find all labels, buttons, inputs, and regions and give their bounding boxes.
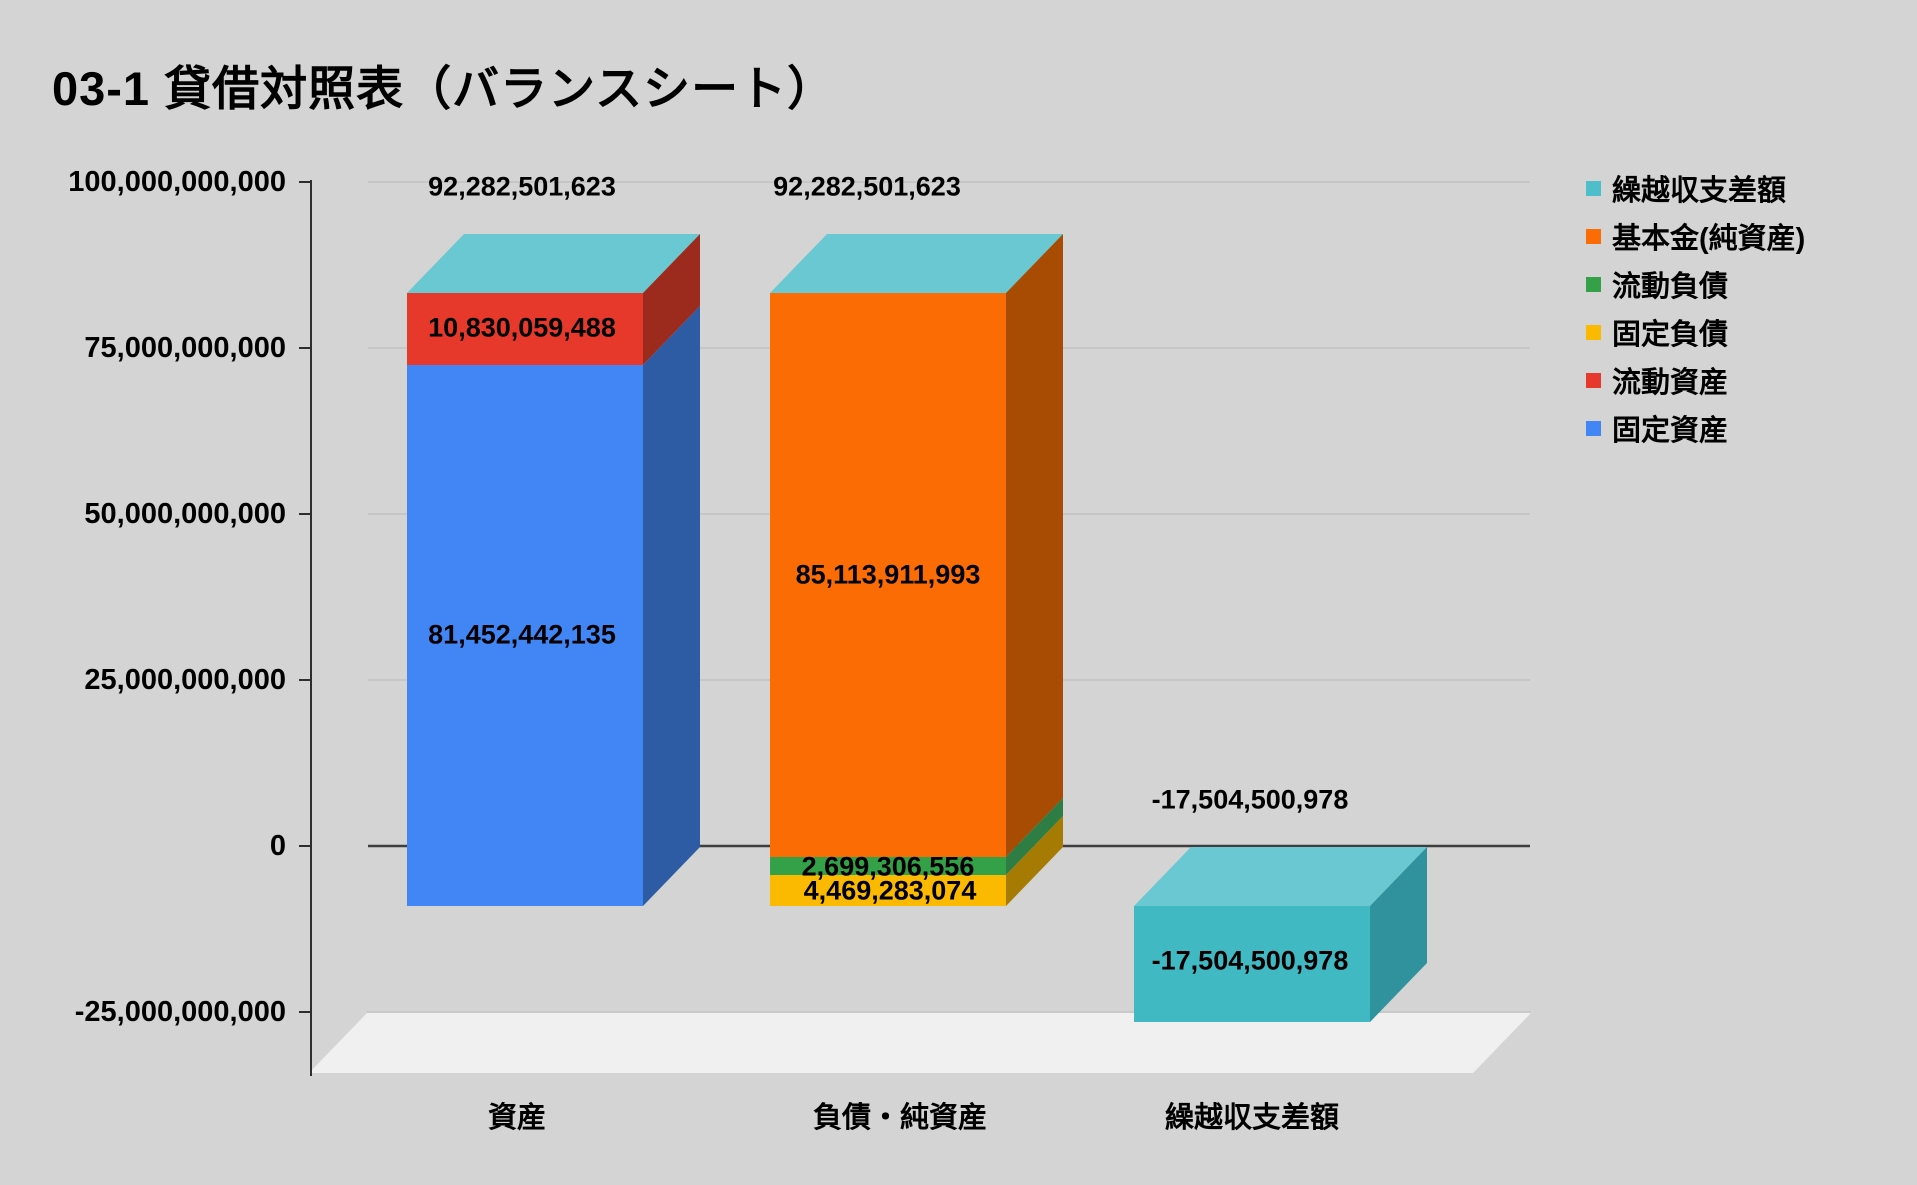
- y-axis-label-minus25b: -25,000,000,000: [74, 996, 286, 1028]
- chart-title: 03-1 貸借対照表（バランスシート）: [52, 62, 836, 115]
- total-label-carryover: -17,504,500,978: [1151, 784, 1349, 815]
- y-axis-label-75b: 75,000,000,000: [84, 332, 286, 364]
- y-axis-label-100b: 100,000,000,000: [68, 166, 286, 198]
- legend-item-basic-fund: 基本金(純資産): [1586, 212, 1805, 260]
- bar-segment-fixed-assets: [407, 365, 643, 906]
- bar-carryover-top-face: [1134, 847, 1427, 906]
- x-axis-label-liabilities: 負債・純資産: [812, 1102, 988, 1134]
- bar-segment-carryover: [1134, 906, 1370, 1022]
- chart-legend: 繰越収支差額 基本金(純資産) 流動負債 固定負債 流動資産 固定資産: [1586, 164, 1805, 452]
- legend-label: 固定資産: [1612, 415, 1729, 447]
- total-label-liabilities: 92,282,501,623: [773, 171, 961, 202]
- y-axis-label-25b: 25,000,000,000: [84, 664, 286, 696]
- value-label-carryover: -17,504,500,978: [1151, 945, 1349, 976]
- bar-carryover: [1134, 847, 1427, 1022]
- legend-swatch-blue: [1586, 420, 1601, 436]
- bar-assets-fixed-side-face: [643, 306, 700, 906]
- value-label-fixed-assets: 81,452,442,135: [428, 619, 616, 650]
- total-label-assets: 92,282,501,623: [428, 171, 616, 202]
- legend-swatch-red: [1586, 372, 1601, 388]
- bar-segment-current-liabilities: [770, 857, 1006, 875]
- bar-assets-top-face: [407, 234, 700, 293]
- bar-assets: [407, 234, 700, 906]
- legend-item-current-assets: 流動資産: [1586, 356, 1805, 404]
- bar-liabilities-current-side-face: [1006, 798, 1063, 875]
- legend-swatch-orange: [1586, 228, 1601, 244]
- bar-liabilities-fixed-side-face: [1006, 816, 1063, 906]
- bar-segment-current-assets: [407, 293, 643, 365]
- legend-swatch-yellow: [1586, 324, 1601, 340]
- legend-label: 固定負債: [1612, 319, 1729, 351]
- legend-label: 流動負債: [1612, 271, 1729, 303]
- bar-liabilities-basicfund-side-face: [1006, 234, 1063, 857]
- bar-assets-current-side-face: [643, 234, 700, 365]
- bar-liabilities-top-face: [770, 234, 1063, 293]
- value-label-fixed-liabilities: 4,469,283,074: [803, 875, 977, 906]
- bar-liabilities: [770, 234, 1063, 906]
- value-label-basic-fund: 85,113,911,993: [795, 559, 981, 590]
- bar-segment-fixed-liabilities: [770, 875, 1006, 906]
- legend-label: 流動資産: [1612, 367, 1729, 399]
- legend-item-carryover: 繰越収支差額: [1586, 164, 1805, 212]
- chart-floor: [309, 1013, 1531, 1073]
- legend-label: 繰越収支差額: [1612, 175, 1787, 207]
- value-label-current-liabilities: 2,699,306,556: [801, 851, 975, 882]
- y-axis-label-50b: 50,000,000,000: [84, 498, 286, 530]
- bar-segment-basic-fund: [770, 293, 1006, 857]
- legend-item-fixed-assets: 固定資産: [1586, 404, 1805, 452]
- legend-swatch-green: [1586, 276, 1601, 292]
- legend-item-current-liabilities: 流動負債: [1586, 260, 1805, 308]
- bar-carryover-side-face: [1370, 847, 1427, 1022]
- legend-label: 基本金(純資産): [1612, 223, 1806, 255]
- value-label-current-assets: 10,830,059,488: [428, 312, 616, 343]
- x-axis-label-carryover: 繰越収支差額: [1164, 1102, 1340, 1134]
- y-axis-label-zero: 0: [269, 830, 286, 862]
- legend-swatch-teal: [1586, 180, 1601, 196]
- y-axis: [299, 180, 312, 1076]
- x-axis-label-assets: 資産: [487, 1102, 547, 1134]
- legend-item-fixed-liabilities: 固定負債: [1586, 308, 1805, 356]
